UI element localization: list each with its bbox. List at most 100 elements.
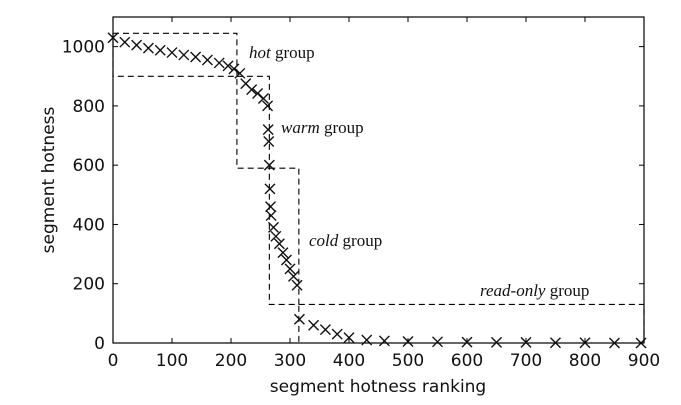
data-point-24 xyxy=(267,221,279,233)
data-point-stroke-b xyxy=(263,159,275,171)
data-point-17 xyxy=(262,100,274,112)
data-point-stroke-b xyxy=(228,63,240,75)
data-point-stroke-b xyxy=(361,334,373,346)
data-point-stroke-b xyxy=(267,221,279,233)
data-point-stroke-b xyxy=(331,328,343,340)
data-point-stroke-b xyxy=(378,335,390,347)
data-point-12 xyxy=(234,67,246,79)
data-point-1 xyxy=(119,36,131,48)
data-point-0 xyxy=(107,32,119,44)
y-axis-label: segment hotness xyxy=(39,106,59,253)
data-point-stroke-b xyxy=(131,39,143,51)
data-point-9 xyxy=(213,57,225,69)
plot-frame xyxy=(112,16,645,344)
data-point-27 xyxy=(277,247,289,259)
data-point-stroke-b xyxy=(190,51,202,63)
y-tick-label-3: 600 xyxy=(73,156,105,176)
data-point-4 xyxy=(154,44,166,56)
data-point-stroke-b xyxy=(222,60,234,72)
data-point-2 xyxy=(131,39,143,51)
data-point-stroke-b xyxy=(264,183,276,195)
annotation-warm-rest: group xyxy=(320,118,364,137)
y-tick-label-1: 200 xyxy=(73,275,105,295)
y-tick-label-2: 400 xyxy=(73,215,105,235)
annotation-cold: cold group xyxy=(309,231,382,250)
data-point-29 xyxy=(284,263,296,275)
data-point-stroke-b xyxy=(270,230,282,242)
data-point-32 xyxy=(293,313,305,325)
data-point-31 xyxy=(291,279,303,291)
data-point-14 xyxy=(246,84,258,96)
data-point-stroke-b xyxy=(491,336,502,348)
annotation-hot-rest: group xyxy=(271,43,315,62)
data-point-20 xyxy=(263,159,275,171)
y-tick-label-5: 1000 xyxy=(62,38,105,58)
data-point-stroke-b xyxy=(284,263,296,275)
data-point-stroke-b xyxy=(263,135,275,147)
data-point-40 xyxy=(432,336,443,348)
data-point-stroke-b xyxy=(265,201,277,213)
data-point-stroke-b xyxy=(280,254,292,266)
data-point-stroke-b xyxy=(142,42,154,54)
annotation-read-only-rest: group xyxy=(545,281,589,300)
data-point-stroke-b xyxy=(154,44,166,56)
annotation-hot: hot group xyxy=(249,43,315,62)
data-point-stroke-b xyxy=(234,67,246,79)
x-tick-label-5: 500 xyxy=(392,351,424,371)
data-point-stroke-b xyxy=(273,238,285,250)
data-point-44 xyxy=(550,337,561,349)
x-tick-label-2: 200 xyxy=(215,351,247,371)
group-box-cold xyxy=(268,167,300,306)
data-point-11 xyxy=(228,63,240,75)
x-tick-label-8: 800 xyxy=(569,351,601,371)
annotation-warm-emph: warm xyxy=(281,118,320,137)
data-point-stroke-b xyxy=(262,124,274,136)
y-tick-label-0: 0 xyxy=(94,334,105,354)
data-point-23 xyxy=(265,210,277,222)
x-axis-label: segment hotness ranking xyxy=(270,377,486,397)
data-point-stroke-b xyxy=(293,313,305,325)
data-point-6 xyxy=(178,49,190,61)
y-tick-label-4: 800 xyxy=(73,97,105,117)
data-point-stroke-b xyxy=(252,87,264,99)
data-point-8 xyxy=(201,54,213,66)
data-point-stroke-b xyxy=(240,78,252,90)
data-point-5 xyxy=(166,47,178,59)
x-tick-label-7: 700 xyxy=(510,351,542,371)
x-tick-label-9: 900 xyxy=(628,351,660,371)
x-tick-label-3: 300 xyxy=(274,351,306,371)
data-point-stroke-b xyxy=(201,54,213,66)
x-tick-label-0: 0 xyxy=(108,351,119,371)
data-point-37 xyxy=(361,334,373,346)
x-tick-label-4: 400 xyxy=(333,351,365,371)
data-point-10 xyxy=(222,60,234,72)
data-point-stroke-b xyxy=(277,247,289,259)
data-point-36 xyxy=(343,332,355,344)
data-point-26 xyxy=(273,238,285,250)
data-point-stroke-b xyxy=(609,337,620,349)
annotation-read-only: read-only group xyxy=(480,281,589,300)
data-point-7 xyxy=(190,51,202,63)
data-point-stroke-b xyxy=(432,336,443,348)
axis-ticks: 0 100 200 300 400 500 600 700 800 900 0 200 400 600 80… xyxy=(62,17,660,371)
data-point-16 xyxy=(257,93,269,104)
data-point-stroke-b xyxy=(262,100,274,112)
data-point-19 xyxy=(263,135,275,147)
annotation-cold-emph: cold xyxy=(309,231,339,250)
annotation-warm: warm group xyxy=(281,118,364,137)
group-box-read-only xyxy=(298,303,645,344)
data-point-33 xyxy=(308,319,320,331)
data-point-stroke-b xyxy=(265,210,277,222)
x-tick-label-6: 600 xyxy=(451,351,483,371)
x-tick-label-1: 100 xyxy=(156,351,188,371)
data-point-25 xyxy=(270,230,282,242)
data-point-stroke-b xyxy=(166,47,178,59)
group-box-warm xyxy=(236,75,270,169)
data-point-stroke-b xyxy=(178,49,190,61)
data-point-22 xyxy=(265,201,277,213)
data-point-stroke-b xyxy=(550,337,561,349)
annotation-hot-emph: hot xyxy=(249,43,272,62)
group-box-hot xyxy=(112,32,238,77)
data-point-34 xyxy=(319,324,331,336)
